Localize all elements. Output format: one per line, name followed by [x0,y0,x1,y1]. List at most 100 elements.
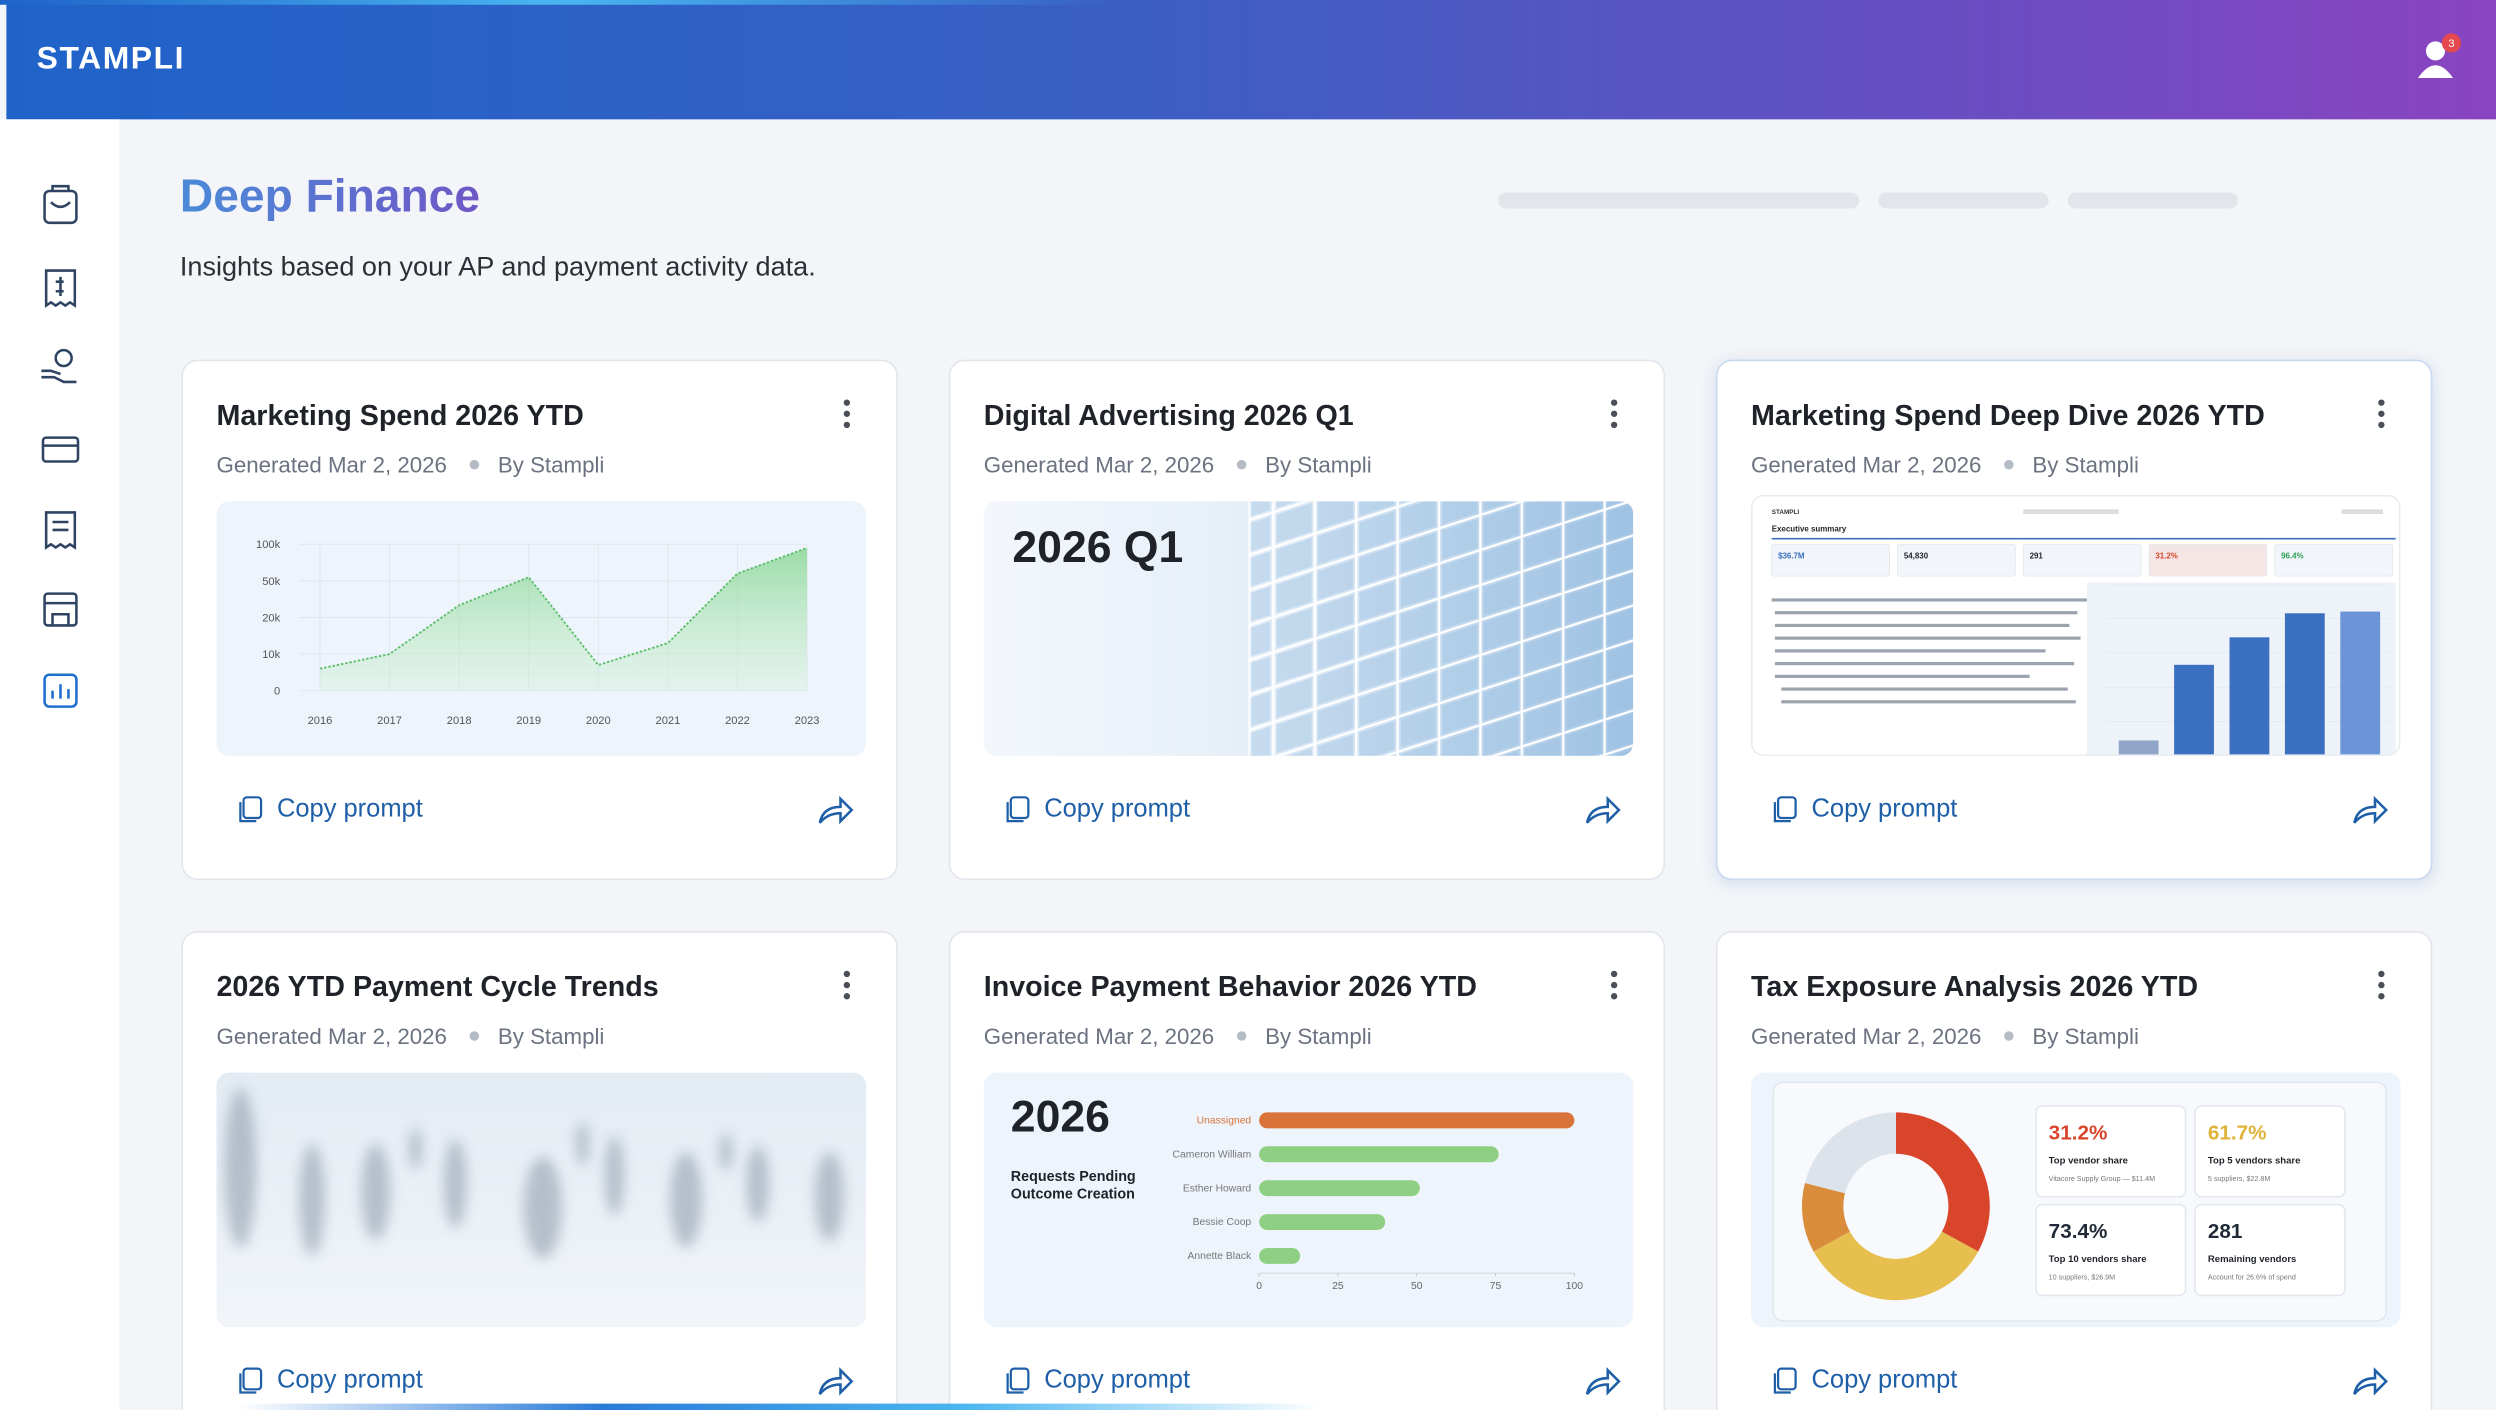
report-card[interactable]: Invoice Payment Behavior 2026 YTD Genera… [948,930,1666,1410]
nav-vendors[interactable] [43,592,78,627]
report-card[interactable]: 2026 YTD Payment Cycle Trends Generated … [181,930,898,1410]
bar [1259,1180,1420,1197]
card-meta: Generated Mar 2, 2026 By Stampli [984,1023,1372,1048]
share-button[interactable] [817,794,855,826]
nav-reports[interactable] [44,511,77,550]
copy-label: Copy prompt [1044,1367,1191,1395]
generated-date: Generated Mar 2, 2026 [1751,451,1982,478]
stat-label: Top 10 vendors share [2049,1254,2147,1265]
stat-value: 31.2% [2049,1121,2108,1144]
nav-cards[interactable] [41,436,80,463]
stat-note: Vitacore Supply Group — $11.4M [2049,1175,2155,1183]
kpi-value: 291 [2030,552,2044,561]
kpi-value: 31.2% [2155,552,2178,561]
copy-prompt[interactable]: Copy prompt [236,796,423,825]
photo-caption: 2026 Q1 [1012,523,1183,572]
stat-box [2194,1105,2346,1198]
brand-logo[interactable]: STAMPLI [36,41,186,77]
stat-box [2194,1203,2346,1297]
report-card[interactable]: Marketing Spend Deep Dive 2026 YTD Gener… [1716,359,2433,881]
stat-note: Account for 26.6% of spend [2208,1274,2296,1282]
x-tick-label: 2019 [516,715,541,727]
share-button[interactable] [1584,1365,1622,1397]
copy-label: Copy prompt [1044,795,1191,823]
report-card[interactable]: Marketing Spend 2026 YTD Generated Mar 2… [181,359,898,881]
x-tick-label: 100 [1566,1281,1583,1292]
stat-label: Top 5 vendors share [2208,1155,2301,1166]
x-tick-label: 50 [1411,1281,1423,1292]
y-tick-label: Annette Black [1187,1251,1252,1262]
more-menu[interactable] [842,399,852,431]
stat-value: 61.7% [2208,1121,2267,1144]
thumbnail: 0 10k 20k 50k 100k 2016 2017 2018 2019 2020 2021 20… [216,501,866,756]
card-meta: Generated Mar 2, 2026 By Stampli [216,1023,604,1048]
generated-date: Generated Mar 2, 2026 [216,451,447,478]
donut-segment [1895,1112,1990,1252]
bar [1259,1247,1301,1264]
more-menu[interactable] [1609,970,1619,1003]
generated-date: Generated Mar 2, 2026 [1751,1023,1982,1049]
report-card[interactable]: Tax Exposure Analysis 2026 YTD Generated… [1716,930,2433,1410]
share-button[interactable] [817,1365,855,1397]
copy-prompt[interactable]: Copy prompt [1003,796,1190,825]
y-tick-label: Bessie Coop [1193,1217,1252,1228]
skeleton [1878,192,2049,209]
card-meta: Generated Mar 2, 2026 By Stampli [1751,1023,2139,1048]
nav-purchase[interactable] [43,184,78,225]
more-menu[interactable] [1609,399,1619,431]
copy-label: Copy prompt [1811,795,1958,823]
donut-segment [1801,1182,1850,1252]
thumbnail: 2026 Q1 [983,501,1634,756]
kpi-box [2148,543,2268,577]
bar [1259,1112,1575,1129]
accent-line [238,1403,1322,1410]
line-chart: 0 10k 20k 50k 100k 2016 2017 2018 2019 2020 2021 20… [256,539,820,727]
thumbnail: 2026 Requests Pending Outcome Creation 0 25… [983,1072,1634,1328]
more-menu[interactable] [842,970,852,1003]
kpi-box [1771,543,1890,577]
skeleton [2067,192,2239,209]
copy-prompt[interactable]: Copy prompt [1770,796,1957,825]
x-tick-label: 2023 [795,715,820,727]
bar [2118,740,2159,755]
bar [1259,1214,1386,1231]
x-tick-label: 2016 [308,715,333,727]
y-tick-label: Unassigned [1197,1116,1252,1127]
y-tick-label: 20k [262,612,280,624]
more-menu[interactable] [2377,970,2387,1003]
nav-invoices[interactable] [44,269,77,308]
y-tick-label: 10k [262,649,280,661]
copy-prompt[interactable]: Copy prompt [1003,1367,1190,1396]
nav-payments[interactable] [41,348,77,384]
share-button[interactable] [2351,794,2389,826]
copy-label: Copy prompt [1811,1367,1958,1395]
share-button[interactable] [2351,1365,2389,1397]
copy-label: Copy prompt [276,1367,423,1395]
author: By Stampli [1265,451,1372,478]
card-meta: Generated Mar 2, 2026 By Stampli [1751,452,2139,477]
report-heading: Executive summary [1772,525,1847,534]
page-subtitle: Insights based on your AP and payment ac… [179,251,816,282]
kpi-value: 96.4% [2281,552,2304,561]
report-brand: STAMPLI [1772,509,1800,516]
kpi-value: $36.7M [1778,552,1805,561]
more-menu[interactable] [2377,399,2387,431]
nav-deep-finance[interactable] [43,673,78,708]
generated-date: Generated Mar 2, 2026 [983,451,1215,478]
stat-value: 281 [2208,1220,2243,1243]
copy-prompt[interactable]: Copy prompt [1770,1367,1957,1396]
accent-line [0,0,1115,5]
author: By Stampli [2032,451,2139,478]
bar [2229,637,2270,755]
share-button[interactable] [1584,794,1622,826]
kpi-box [2274,543,2393,577]
copy-prompt[interactable]: Copy prompt [236,1367,423,1396]
report-card[interactable]: Digital Advertising 2026 Q1 Generated Ma… [948,359,1666,881]
author: By Stampli [497,451,605,478]
user-avatar[interactable]: 3 [2410,29,2474,86]
donut-chart: 31.2% Top vendor share Vitacore Supply Gro… [1772,1081,2387,1322]
card-title: Marketing Spend 2026 YTD [216,399,584,432]
y-tick-label: 0 [274,686,280,698]
